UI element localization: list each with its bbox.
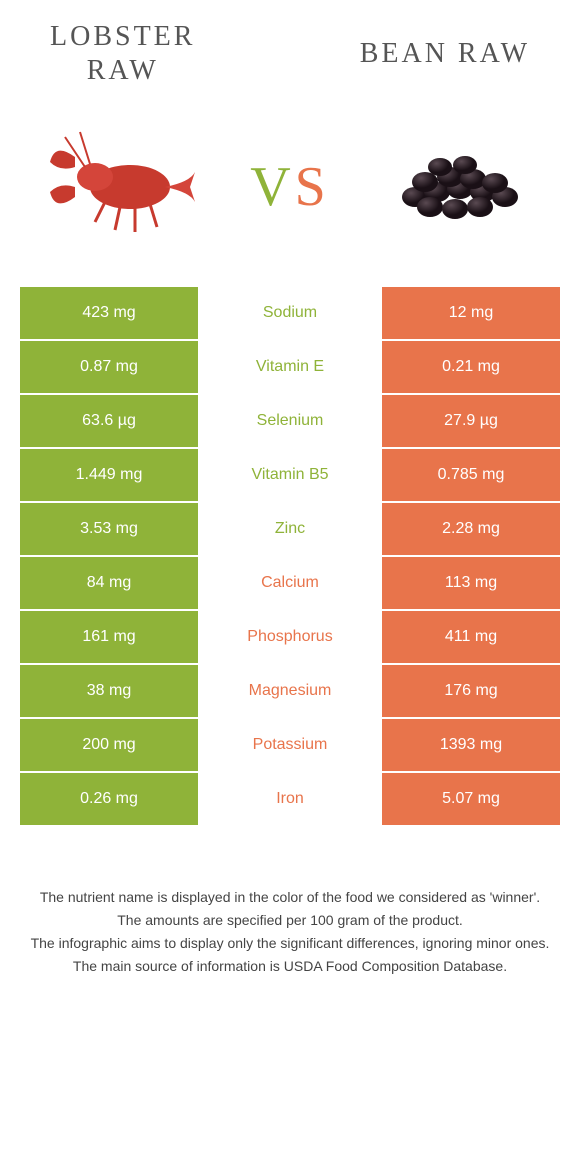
vs-label: VS bbox=[250, 155, 330, 219]
footer-line2: The amounts are specified per 100 gram o… bbox=[30, 910, 550, 931]
nutrient-label: Phosphorus bbox=[198, 611, 382, 663]
footer-line1: The nutrient name is displayed in the co… bbox=[30, 887, 550, 908]
nutrient-label: Selenium bbox=[198, 395, 382, 447]
right-value: 0.21 mg bbox=[382, 341, 560, 393]
nutrient-label: Sodium bbox=[198, 287, 382, 339]
left-food-title: LOBSTER RAW bbox=[50, 20, 195, 87]
nutrient-label: Zinc bbox=[198, 503, 382, 555]
table-row: 161 mgPhosphorus411 mg bbox=[20, 611, 560, 663]
right-value: 12 mg bbox=[382, 287, 560, 339]
left-value: 38 mg bbox=[20, 665, 198, 717]
table-row: 3.53 mgZinc2.28 mg bbox=[20, 503, 560, 555]
right-value: 1393 mg bbox=[382, 719, 560, 771]
left-value: 63.6 µg bbox=[20, 395, 198, 447]
left-value: 423 mg bbox=[20, 287, 198, 339]
beans-image bbox=[370, 117, 550, 257]
vs-s: S bbox=[295, 155, 330, 219]
table-row: 200 mgPotassium1393 mg bbox=[20, 719, 560, 771]
left-value: 161 mg bbox=[20, 611, 198, 663]
beans-icon bbox=[375, 137, 545, 237]
footer-notes: The nutrient name is displayed in the co… bbox=[0, 827, 580, 999]
right-value: 27.9 µg bbox=[382, 395, 560, 447]
left-title-line1: LOBSTER bbox=[50, 20, 195, 54]
right-value: 176 mg bbox=[382, 665, 560, 717]
table-row: 38 mgMagnesium176 mg bbox=[20, 665, 560, 717]
left-value: 3.53 mg bbox=[20, 503, 198, 555]
nutrient-label: Calcium bbox=[198, 557, 382, 609]
left-value: 84 mg bbox=[20, 557, 198, 609]
nutrient-label: Magnesium bbox=[198, 665, 382, 717]
vs-v: V bbox=[250, 155, 294, 219]
right-value: 5.07 mg bbox=[382, 773, 560, 825]
right-value: 411 mg bbox=[382, 611, 560, 663]
left-value: 0.26 mg bbox=[20, 773, 198, 825]
right-food-title: BEAN RAW bbox=[360, 37, 530, 71]
left-title-line2: RAW bbox=[50, 54, 195, 88]
nutrient-label: Vitamin B5 bbox=[198, 449, 382, 501]
header: LOBSTER RAW BEAN RAW bbox=[0, 0, 580, 97]
nutrient-table: 423 mgSodium12 mg0.87 mgVitamin E0.21 mg… bbox=[20, 287, 560, 825]
right-value: 113 mg bbox=[382, 557, 560, 609]
left-value: 0.87 mg bbox=[20, 341, 198, 393]
footer-line4: The main source of information is USDA F… bbox=[30, 956, 550, 977]
nutrient-label: Potassium bbox=[198, 719, 382, 771]
table-row: 63.6 µgSelenium27.9 µg bbox=[20, 395, 560, 447]
footer-line3: The infographic aims to display only the… bbox=[30, 933, 550, 954]
left-value: 1.449 mg bbox=[20, 449, 198, 501]
images-row: VS bbox=[0, 97, 580, 287]
right-value: 0.785 mg bbox=[382, 449, 560, 501]
left-value: 200 mg bbox=[20, 719, 198, 771]
table-row: 84 mgCalcium113 mg bbox=[20, 557, 560, 609]
table-row: 1.449 mgVitamin B50.785 mg bbox=[20, 449, 560, 501]
table-row: 0.87 mgVitamin E0.21 mg bbox=[20, 341, 560, 393]
lobster-image bbox=[30, 117, 210, 257]
table-row: 0.26 mgIron5.07 mg bbox=[20, 773, 560, 825]
right-value: 2.28 mg bbox=[382, 503, 560, 555]
nutrient-label: Vitamin E bbox=[198, 341, 382, 393]
table-row: 423 mgSodium12 mg bbox=[20, 287, 560, 339]
lobster-icon bbox=[35, 122, 205, 252]
nutrient-label: Iron bbox=[198, 773, 382, 825]
